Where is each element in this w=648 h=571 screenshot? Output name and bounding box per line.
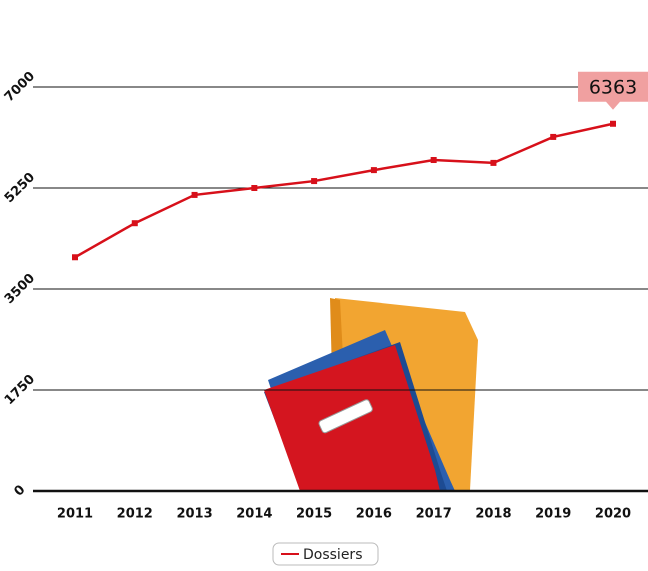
legend-label: Dossiers — [303, 547, 363, 563]
y-tick-label: 5250 — [2, 170, 38, 206]
point — [550, 133, 557, 140]
point — [311, 178, 318, 185]
point — [610, 120, 616, 127]
point — [72, 254, 78, 261]
point — [131, 220, 138, 227]
callout — [578, 71, 648, 110]
x-tick-label: 2013 — [176, 507, 212, 522]
y-tick-label: 1750 — [2, 372, 38, 408]
legend: Dossiers — [272, 542, 379, 566]
point — [370, 167, 377, 174]
x-tick-label: 2016 — [356, 507, 392, 522]
line — [74, 122, 614, 259]
x-tick-label: 2019 — [535, 507, 571, 522]
x-tick-label: 2018 — [475, 507, 511, 522]
point — [191, 191, 198, 198]
y-tick-label: 7000 — [2, 69, 38, 105]
data-label: 6363 — [589, 76, 637, 98]
point — [490, 159, 497, 166]
legend-box — [272, 542, 379, 566]
x-tick-label: 2012 — [117, 507, 153, 522]
point — [430, 157, 437, 164]
y-tick-label: 0 — [11, 482, 28, 499]
x-tick-label: 2020 — [595, 507, 631, 522]
y-tick-label: 3500 — [2, 271, 38, 307]
x-tick-label: 2015 — [296, 507, 332, 522]
point — [251, 185, 258, 191]
folder-illustration — [264, 298, 478, 491]
x-tick-label: 2011 — [57, 507, 93, 522]
x-tick-label: 2014 — [236, 507, 272, 522]
x-tick-label: 2017 — [416, 507, 452, 522]
